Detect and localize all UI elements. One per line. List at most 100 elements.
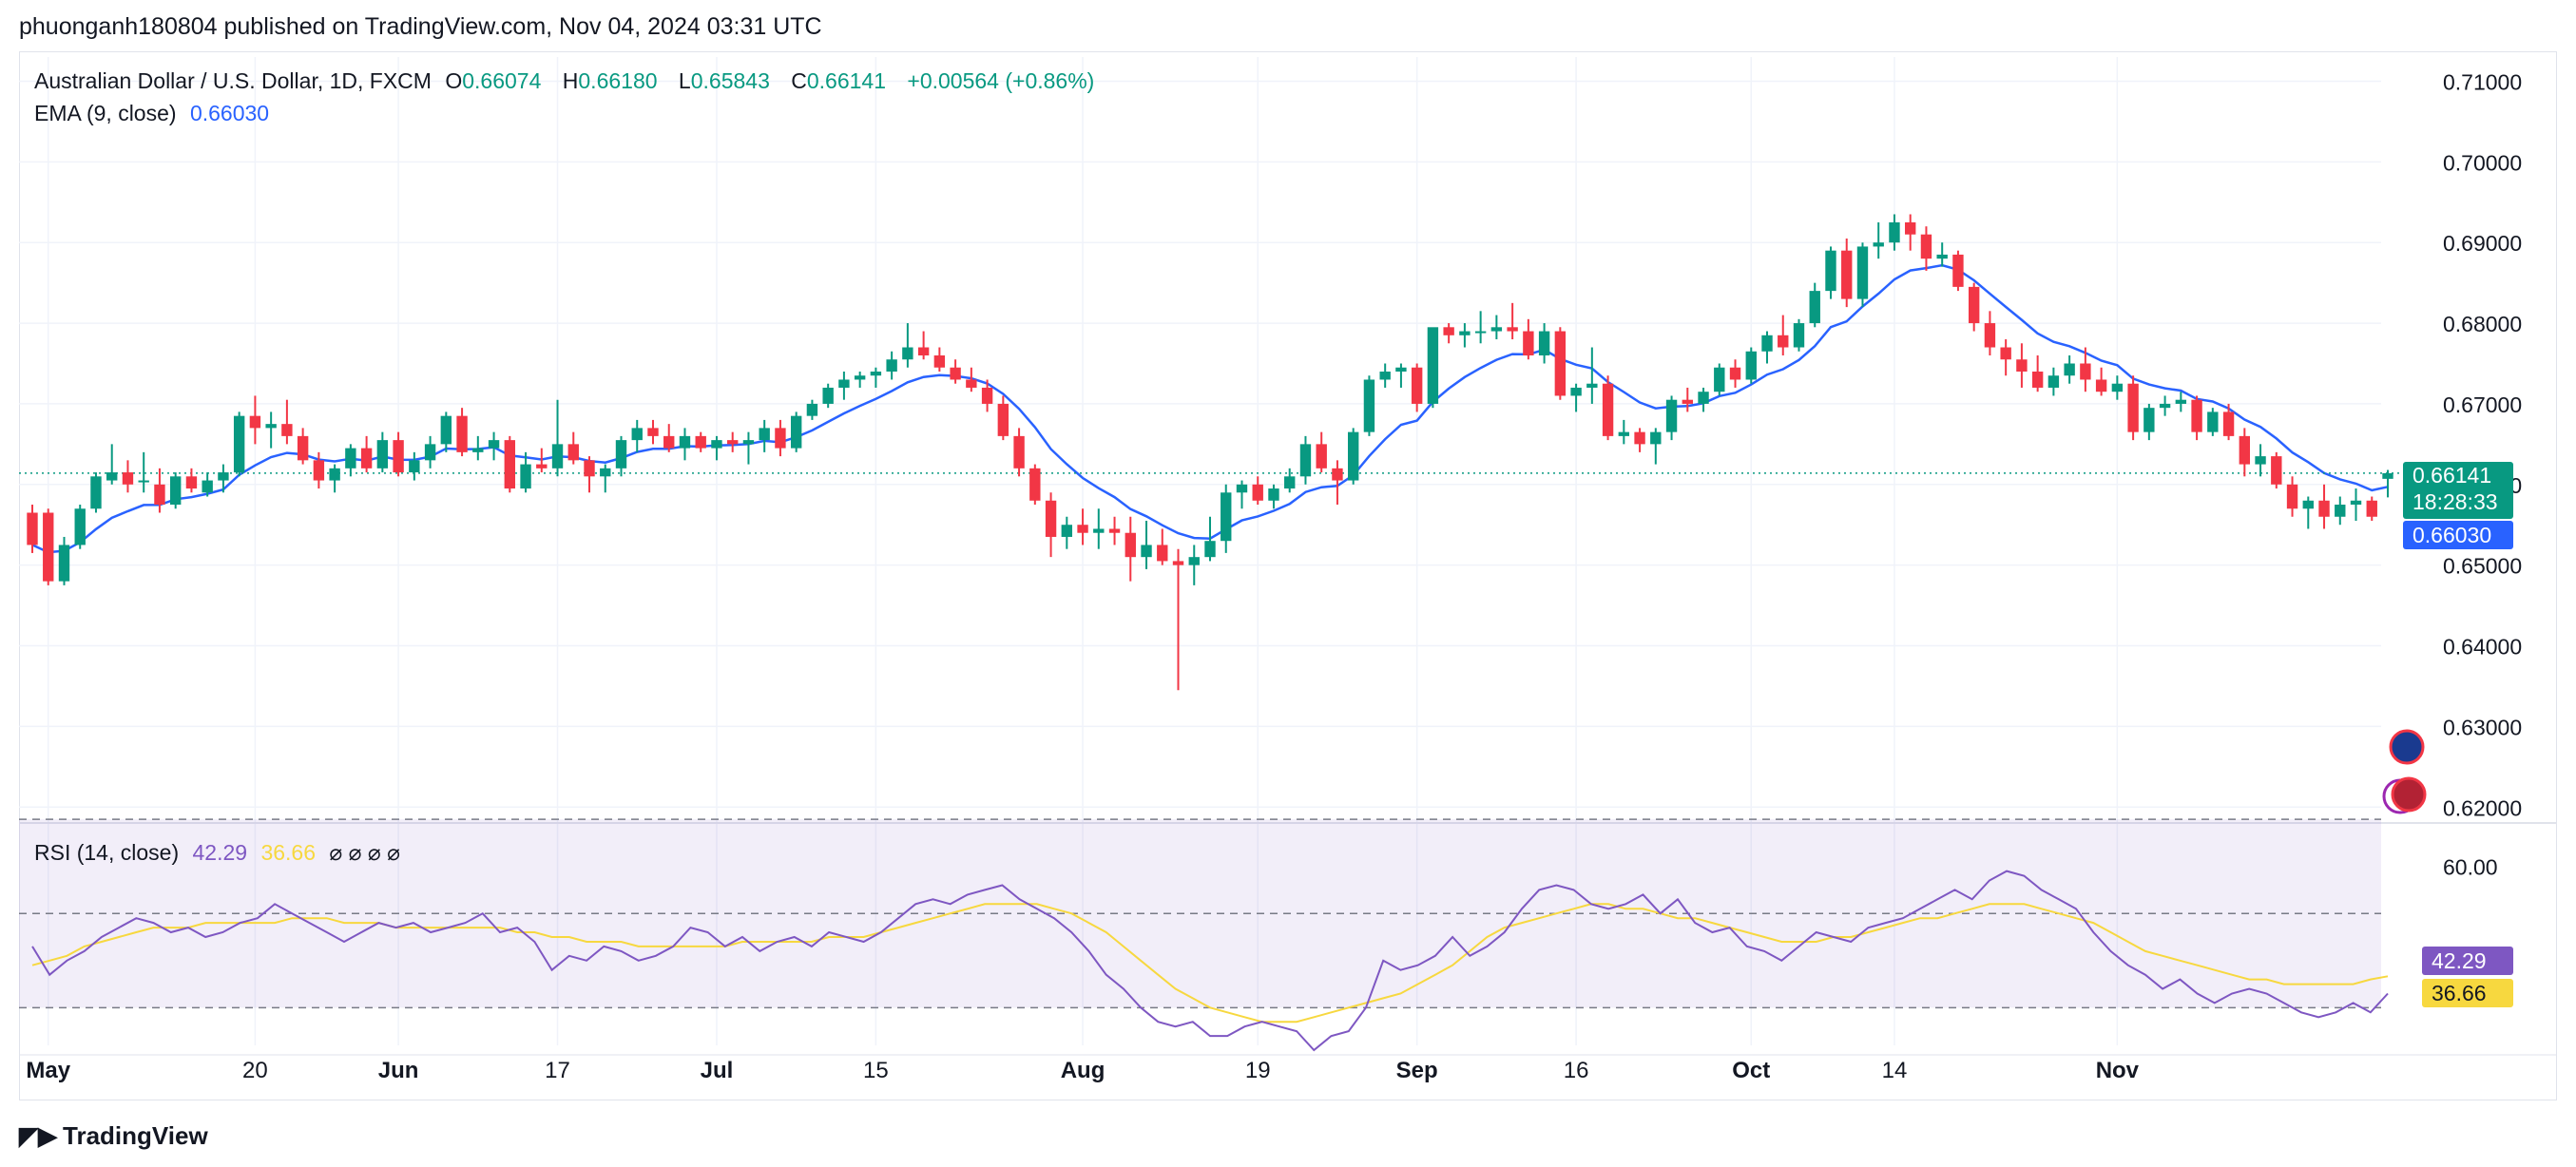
date-tick-label: 20: [242, 1058, 268, 1083]
candle: [1474, 311, 1487, 344]
candle-body: [1268, 488, 1279, 501]
rsi-legend[interactable]: RSI (14, close) 42.29 36.66 ⌀ ⌀ ⌀ ⌀: [34, 840, 408, 866]
candle: [202, 472, 213, 497]
candle-body: [1634, 431, 1645, 445]
candle-body: [663, 435, 675, 449]
candle: [520, 451, 531, 493]
candle: [1602, 375, 1614, 441]
ema-line: [19, 263, 2403, 554]
candle: [2255, 444, 2266, 477]
candle: [2286, 476, 2298, 517]
candle: [218, 464, 229, 493]
candle-body: [1427, 327, 1439, 404]
candle: [1045, 492, 1057, 558]
candle-body: [2080, 363, 2091, 380]
candle: [504, 435, 515, 493]
candle: [584, 456, 595, 493]
candle: [233, 411, 245, 477]
rsi-value: 42.29: [192, 840, 248, 865]
candle-body: [1952, 254, 1964, 287]
rsi-ma-value: 36.66: [260, 840, 317, 865]
candle-body: [2095, 379, 2107, 392]
candle: [154, 468, 165, 513]
low-label: L: [678, 68, 691, 93]
candle: [1332, 460, 1343, 506]
date-tick-label: Aug: [1061, 1058, 1105, 1083]
high-value: 0.66180: [578, 68, 658, 93]
candle: [902, 323, 913, 368]
candle: [1108, 516, 1121, 545]
candle-body: [2271, 456, 2282, 485]
ema-legend[interactable]: EMA (9, close) 0.66030: [34, 101, 277, 126]
candle: [1665, 395, 1678, 441]
candle: [2350, 488, 2362, 521]
candle-body: [933, 355, 946, 368]
date-tick-label: 14: [1882, 1058, 1908, 1083]
candle: [1316, 431, 1327, 473]
candle-body: [2239, 435, 2251, 465]
candle: [1061, 516, 1073, 549]
candle: [790, 411, 802, 452]
candle: [997, 395, 1009, 441]
change-value: +0.00564 (+0.86%): [907, 68, 1095, 93]
candle: [2047, 367, 2060, 396]
candle-body: [551, 444, 564, 469]
candle: [838, 371, 850, 400]
footer-brand[interactable]: ◤▶ TradingView: [19, 1121, 208, 1151]
low-value: 0.65843: [690, 68, 770, 93]
currency-flags: [2382, 729, 2427, 814]
candle-body: [1554, 331, 1567, 396]
candle-body: [536, 464, 548, 469]
candle: [1729, 359, 1741, 388]
candle-body: [1920, 234, 1932, 259]
candle-body: [393, 440, 404, 473]
candle-body: [1013, 435, 1025, 469]
candle: [2207, 408, 2219, 436]
candle: [440, 411, 452, 452]
candle: [281, 399, 293, 445]
candle-body: [997, 403, 1009, 436]
symbol-title[interactable]: Australian Dollar / U.S. Dollar, 1D, FXC…: [34, 68, 432, 93]
candle-body: [456, 415, 468, 452]
candle: [456, 408, 468, 457]
candle-body: [695, 435, 706, 449]
candle-body: [2286, 484, 2298, 509]
candle-body: [838, 379, 850, 388]
candle-body: [727, 440, 739, 445]
candle-body: [2382, 472, 2393, 479]
candle-body: [409, 460, 420, 473]
candle-body: [185, 476, 198, 489]
candle: [1141, 520, 1152, 569]
candle: [775, 419, 786, 457]
price-tick-label: 0.71000: [2443, 69, 2522, 94]
candle: [1809, 282, 1820, 328]
candle-body: [488, 440, 500, 449]
candle-body: [218, 472, 229, 481]
candle: [2302, 496, 2314, 529]
candle-body: [2222, 411, 2235, 436]
candle: [567, 431, 579, 465]
candle: [1856, 242, 1869, 308]
candle: [1618, 419, 1630, 445]
date-tick-label: Jul: [701, 1058, 734, 1083]
price-tick-label: 0.67000: [2443, 392, 2522, 417]
candle: [647, 419, 659, 445]
candle-body: [1793, 323, 1805, 348]
candle-body: [1586, 383, 1598, 388]
candle: [409, 451, 420, 481]
candle: [249, 395, 261, 445]
candle: [551, 399, 564, 477]
date-tick-label: 15: [863, 1058, 889, 1083]
candle: [1221, 484, 1232, 553]
candle: [1077, 508, 1088, 545]
candle: [2080, 347, 2091, 392]
candle: [1268, 484, 1279, 509]
price-tick-label: 0.68000: [2443, 312, 2522, 336]
candle: [966, 367, 977, 392]
candle: [1761, 331, 1773, 364]
candle: [297, 428, 309, 465]
candle-body: [742, 440, 755, 445]
candle: [1968, 282, 1980, 332]
candle: [1841, 238, 1853, 308]
